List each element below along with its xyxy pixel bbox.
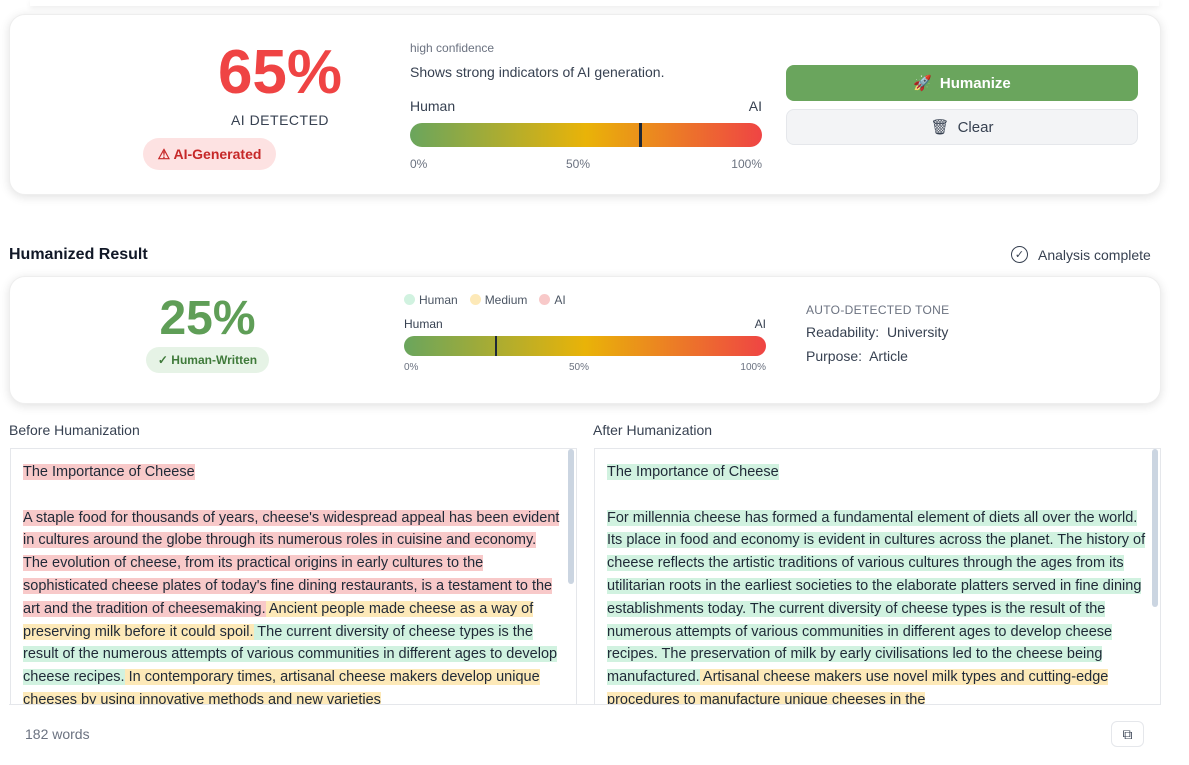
before-label: Before Humanization [9,422,140,438]
tone-title: AUTO-DETECTED TONE [806,303,950,317]
humanized-result-card: 25% ✓ Human-Written Human Medium AI Huma… [9,276,1161,404]
gauge-marker [638,123,642,147]
check-circle-icon: ✓ [1011,246,1028,263]
section-title: Humanized Result [9,246,148,263]
legend-medium: Medium [469,293,527,307]
copy-icon: ⧉ [1122,725,1133,742]
confidence-label: high confidence [410,41,495,55]
tick-100: 100% [740,362,766,373]
legend-human: Human [404,293,458,307]
after-label: After Humanization [593,422,713,438]
ai-percent: 65% [217,38,343,107]
human-written-badge: ✓ Human-Written [146,347,269,373]
tick-50: 50% [569,362,590,373]
copy-button[interactable]: ⧉ [1111,721,1144,747]
tick-100: 100% [731,157,762,171]
legend-ai: AI [539,293,566,307]
text-title: The Importance of Cheese [607,464,779,480]
trash-icon: 🗑 [930,119,950,136]
gauge-right-label: AI [748,98,762,114]
analysis-status: ✓ Analysis complete [1011,246,1151,263]
detection-card: 65% AI DETECTED ⚠ AI-Generated high conf… [9,14,1161,195]
ai-generated-badge: ⚠ AI-Generated [143,138,276,170]
clear-button[interactable]: 🗑 Clear [786,109,1138,145]
divider [9,704,1160,705]
scrollbar[interactable] [1152,449,1158,607]
top-card-edge [30,0,1159,6]
tick-0: 0% [410,157,428,171]
humanize-button[interactable]: 🚀 Humanize [786,65,1138,101]
humanize-label: Humanize [939,74,1011,92]
gauge-left-label: Human [404,317,443,331]
tick-50: 50% [566,157,591,171]
after-text: The Importance of Cheese For millennia ch… [607,461,1148,705]
readability: Readability: University [806,324,949,340]
gauge-left-label: Human [410,98,456,114]
status-text: Analysis complete [1038,246,1151,263]
ai-detected-label: AI DETECTED [230,112,330,128]
text-title: The Importance of Cheese [23,464,195,480]
text-segment-human: For millennia cheese has formed a fundam… [607,509,1146,686]
before-text-pane[interactable]: The Importance of Cheese A staple food fo… [10,448,577,705]
clear-label: Clear [957,118,994,136]
human-percent: 25% [159,292,256,345]
gauge-right-label: AI [754,317,766,331]
scrollbar[interactable] [568,449,574,584]
after-text-pane[interactable]: The Importance of Cheese For millennia ch… [594,448,1161,705]
ai-gauge [410,123,762,147]
word-count: 182 words [25,726,90,742]
tick-0: 0% [404,362,419,373]
rocket-icon: 🚀 [913,75,932,92]
human-gauge [404,336,766,356]
before-text: The Importance of Cheese A staple food fo… [23,461,564,705]
purpose: Purpose: Article [806,348,908,364]
detection-description: Shows strong indicators of AI generation… [410,64,665,80]
legend: Human Medium AI [404,293,566,307]
gauge-marker [494,336,497,356]
